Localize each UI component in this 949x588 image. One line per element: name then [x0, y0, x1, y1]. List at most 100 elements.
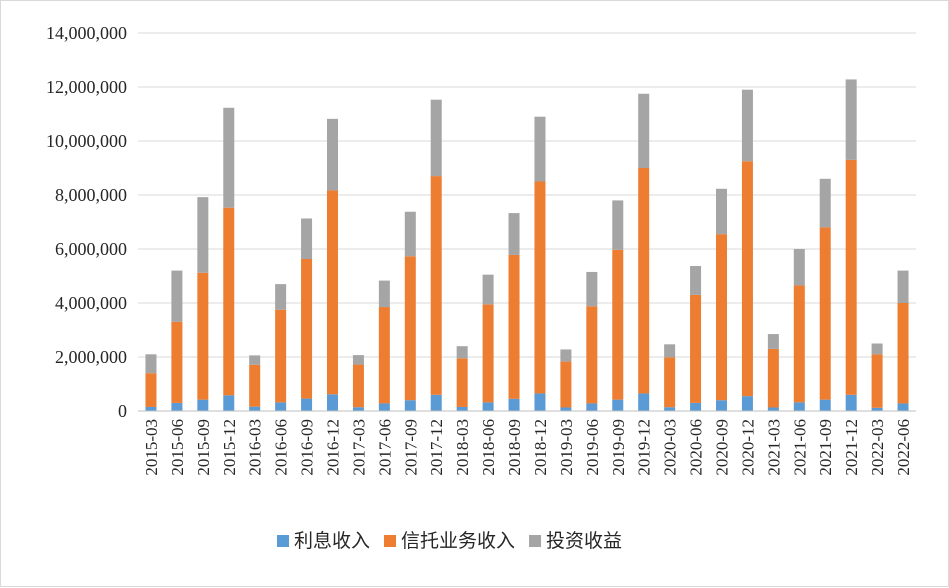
x-tick-label: 2019-06 — [583, 419, 602, 476]
x-tick-label: 2016-12 — [324, 419, 343, 476]
bar-segment-interest-income — [690, 402, 702, 411]
bar-segment-investment-income — [275, 284, 287, 310]
bar-segment-investment-income — [819, 178, 831, 228]
x-tick-label: 2015-09 — [194, 419, 213, 476]
bar-segment-trust-income — [327, 190, 338, 395]
x-tick-label: 2015-06 — [168, 419, 187, 476]
bar-segment-investment-income — [378, 280, 390, 308]
bar-segment-investment-income — [171, 270, 183, 322]
x-tick-label: 2017-09 — [401, 419, 420, 476]
x-tick-label: 2019-12 — [635, 419, 654, 476]
x-tick-label: 2020-06 — [687, 419, 706, 476]
x-tick-label: 2016-06 — [272, 419, 291, 476]
bar-segment-investment-income — [327, 118, 338, 191]
bar-segment-interest-income — [352, 407, 364, 411]
x-tick-label: 2016-03 — [246, 419, 265, 476]
bar-segment-trust-income — [223, 207, 235, 396]
legend-label: 利息收入 — [294, 530, 370, 552]
bar-segment-interest-income — [897, 403, 909, 411]
x-tick-label: 2017-12 — [427, 419, 446, 476]
bar-segment-investment-income — [456, 346, 468, 359]
bar-segment-investment-income — [534, 116, 546, 182]
x-tick-label: 2021-12 — [842, 419, 861, 476]
bar-segment-investment-income — [741, 89, 753, 162]
bar-segment-investment-income — [249, 355, 261, 365]
x-tick-label: 2016-09 — [298, 419, 317, 476]
bar-segment-trust-income — [275, 309, 287, 403]
y-tick-label: 10,000,000 — [46, 131, 127, 151]
x-tick-label: 2018-09 — [505, 419, 524, 476]
bar-segment-investment-income — [793, 249, 805, 286]
x-tick-label: 2015-12 — [220, 419, 239, 476]
legend-label: 投资收益 — [546, 530, 622, 552]
x-tick-label: 2018-12 — [531, 419, 550, 476]
bar-segment-investment-income — [560, 349, 572, 362]
bar-segment-trust-income — [249, 364, 261, 407]
x-tick-label: 2020-03 — [661, 419, 680, 476]
bar-segment-investment-income — [430, 99, 442, 177]
bar-segment-trust-income — [301, 258, 313, 399]
bar-segment-investment-income — [664, 344, 676, 358]
bar-segment-trust-income — [793, 285, 805, 403]
x-tick-label: 2019-09 — [609, 419, 628, 476]
bar-segment-trust-income — [716, 234, 727, 401]
bar-segment-interest-income — [456, 406, 468, 411]
bar-segment-interest-income — [716, 400, 727, 411]
bar-segment-interest-income — [430, 394, 442, 411]
bar-segment-investment-income — [145, 354, 157, 374]
bar-segment-trust-income — [690, 294, 702, 403]
y-tick-label: 2,000,000 — [55, 347, 127, 367]
bars — [145, 79, 909, 411]
bar-segment-interest-income — [223, 395, 235, 411]
x-tick-label: 2018-03 — [453, 419, 472, 476]
bar-segment-interest-income — [301, 398, 313, 411]
bar-segment-interest-income — [664, 407, 676, 411]
bar-segment-interest-income — [586, 403, 598, 411]
bar-segment-investment-income — [482, 274, 494, 305]
bar-segment-investment-income — [508, 213, 520, 255]
bar-segment-investment-income — [197, 197, 209, 273]
x-tick-label: 2021-09 — [816, 419, 835, 476]
bar-segment-trust-income — [586, 306, 598, 404]
x-tick-label: 2021-06 — [790, 419, 809, 476]
bar-segment-trust-income — [741, 161, 753, 397]
bar-segment-interest-income — [275, 402, 287, 411]
y-axis-tick-labels: 0 2,000,000 4,000,000 6,000,000 8,000,000 10,… — [46, 23, 127, 421]
bar-segment-trust-income — [767, 348, 779, 408]
bar-segment-trust-income — [638, 168, 650, 394]
y-tick-label: 8,000,000 — [55, 185, 127, 205]
bar-segment-interest-income — [482, 402, 494, 411]
legend-label: 信托业务收入 — [401, 530, 515, 552]
legend-swatch — [384, 535, 397, 547]
bar-segment-trust-income — [197, 272, 209, 400]
bar-segment-trust-income — [145, 373, 157, 407]
legend-swatch — [277, 535, 289, 547]
bar-segment-trust-income — [456, 358, 468, 407]
bar-segment-interest-income — [612, 399, 624, 411]
bar-segment-interest-income — [638, 393, 650, 411]
bar-segment-investment-income — [690, 266, 702, 295]
bar-segment-investment-income — [638, 93, 650, 168]
x-tick-label: 2021-03 — [764, 419, 783, 476]
bar-segment-interest-income — [249, 406, 261, 411]
bar-segment-trust-income — [612, 249, 624, 400]
bar-segment-investment-income — [301, 218, 313, 259]
bar-segment-trust-income — [482, 304, 494, 403]
bar-segment-interest-income — [767, 407, 779, 411]
x-tick-label: 2017-03 — [349, 419, 368, 476]
gridlines — [138, 32, 916, 358]
bar-segment-trust-income — [171, 321, 183, 403]
bar-segment-interest-income — [197, 399, 209, 411]
bar-segment-investment-income — [767, 334, 779, 349]
bar-segment-interest-income — [404, 400, 416, 411]
bar-segment-interest-income — [534, 393, 546, 411]
x-tick-label: 2017-06 — [375, 419, 394, 476]
bar-segment-interest-income — [741, 396, 753, 411]
bar-segment-trust-income — [534, 181, 546, 394]
bar-segment-interest-income — [508, 398, 520, 411]
bar-segment-investment-income — [223, 107, 235, 208]
bar-segment-interest-income — [819, 399, 831, 411]
x-tick-label: 2020-12 — [738, 419, 757, 476]
